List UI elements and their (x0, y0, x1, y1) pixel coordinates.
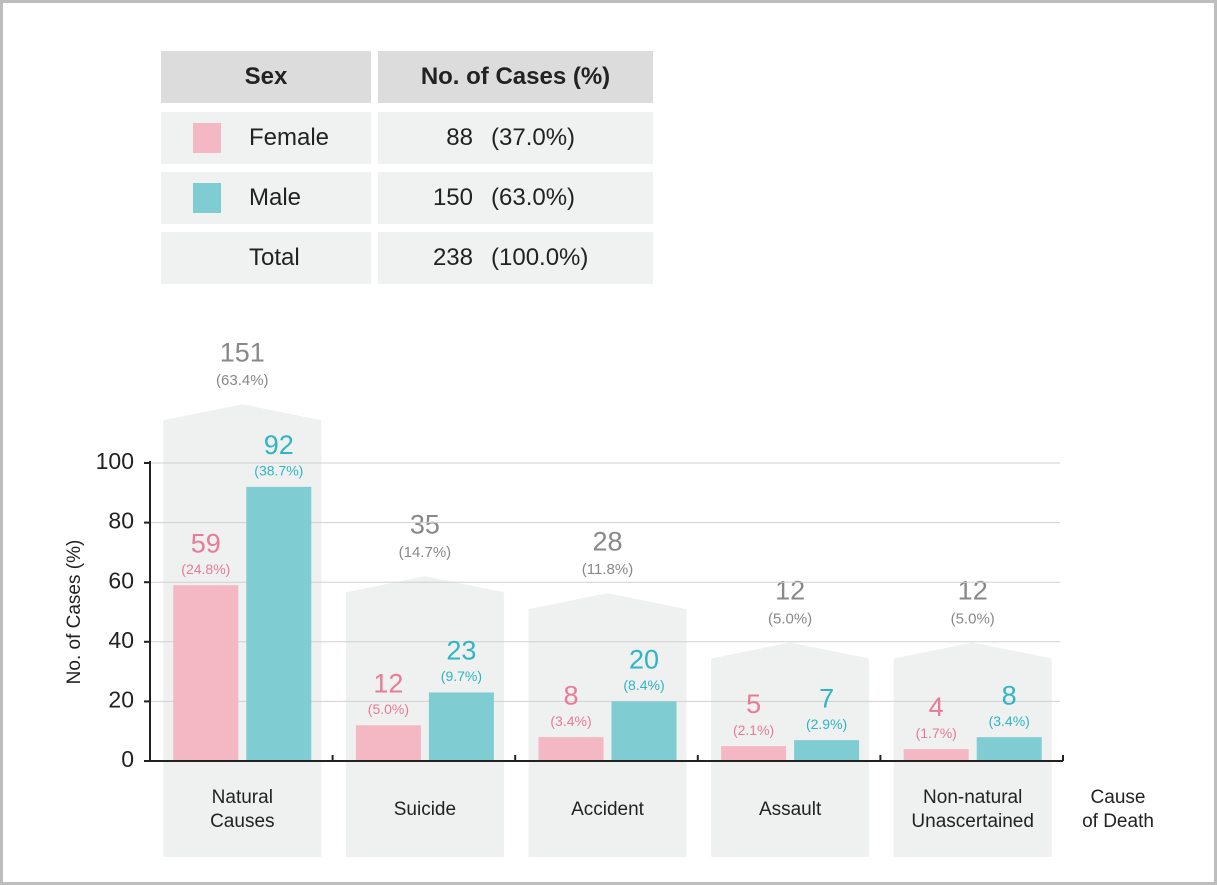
total-percent: (14.7%) (399, 544, 452, 561)
bar (538, 737, 604, 761)
x-tick-label: Non-natural Unascertained (911, 787, 1034, 832)
count: 150 (432, 184, 473, 211)
share: (63.0%) (491, 184, 576, 211)
percent-label: (8.4%) (623, 677, 664, 693)
total-envelope (711, 642, 870, 857)
count: 88 (446, 124, 473, 151)
x-tick-label: Natural Causes (210, 787, 275, 832)
sex-label: Female (249, 124, 330, 151)
value-label: 59 (191, 528, 221, 558)
total-percent: (5.0%) (768, 610, 812, 627)
legend-swatch (193, 123, 221, 153)
x-tick-label: Accident (571, 799, 644, 820)
total-envelope (893, 642, 1052, 857)
share: (100.0%) (491, 244, 589, 271)
percent-label: (3.4%) (550, 713, 591, 729)
share: (37.0%) (491, 124, 576, 151)
percent-label: (9.7%) (441, 668, 482, 684)
percent-label: (2.1%) (733, 722, 774, 738)
x-axis-label: Cause of Death (1082, 787, 1154, 832)
percent-label: (5.0%) (368, 701, 409, 717)
y-axis-label: No. of Cases (%) (64, 540, 85, 685)
row-cell: 150 (63.0%) (378, 172, 653, 224)
bar (355, 725, 421, 761)
y-tick-label: 20 (108, 686, 134, 712)
value-label: 20 (629, 645, 659, 675)
percent-label: (24.8%) (181, 561, 230, 577)
value-label: 12 (373, 668, 403, 698)
value-label: 7 (819, 683, 834, 713)
total-label: 35 (410, 509, 440, 539)
percent-label: (38.7%) (254, 463, 303, 479)
bar (173, 585, 239, 761)
count: 238 (432, 244, 473, 271)
value-label: 8 (1002, 680, 1017, 710)
row-cell: Male (161, 172, 371, 224)
header-cell: No. of Cases (%) (378, 51, 653, 103)
total-label: 151 (220, 337, 265, 367)
total-envelope (345, 576, 504, 857)
value-label: 92 (264, 430, 294, 460)
total-envelope (528, 593, 687, 857)
bar (794, 740, 860, 761)
total-label: 12 (775, 576, 805, 606)
total-label: 28 (592, 526, 622, 556)
total-percent: (63.4%) (216, 372, 269, 389)
row-cell: 238 (100.0%) (378, 232, 653, 284)
y-tick-label: 80 (108, 508, 134, 534)
value-label: 23 (446, 636, 476, 666)
total-percent: (11.8%) (582, 561, 633, 578)
y-tick-label: 100 (96, 448, 134, 474)
sex-label: Male (249, 184, 302, 211)
percent-label: (2.9%) (806, 716, 847, 732)
bar (721, 746, 787, 761)
bar (428, 692, 494, 761)
value-label: 8 (563, 680, 578, 710)
x-tick-label: Suicide (393, 799, 457, 820)
value-label: 4 (929, 692, 944, 722)
percent-label: (3.4%) (989, 713, 1030, 729)
bar (611, 701, 677, 761)
row-cell: Total (161, 232, 371, 284)
legend-swatch (193, 183, 221, 213)
total-label: 12 (958, 576, 988, 606)
sex-label: Total (249, 244, 300, 271)
percent-label: (1.7%) (916, 725, 957, 741)
y-tick-label: 0 (121, 746, 134, 772)
bar (976, 737, 1042, 761)
bar (903, 749, 969, 761)
x-tick-label: Assault (758, 799, 822, 820)
bar (246, 486, 312, 761)
row-cell: Female (161, 112, 371, 164)
row-cell: 88 (37.0%) (378, 112, 653, 164)
value-label: 5 (746, 689, 761, 719)
y-tick-label: 40 (108, 627, 134, 653)
y-tick-label: 60 (108, 567, 134, 593)
total-percent: (5.0%) (951, 610, 995, 627)
header-cell: Sex (161, 51, 371, 103)
